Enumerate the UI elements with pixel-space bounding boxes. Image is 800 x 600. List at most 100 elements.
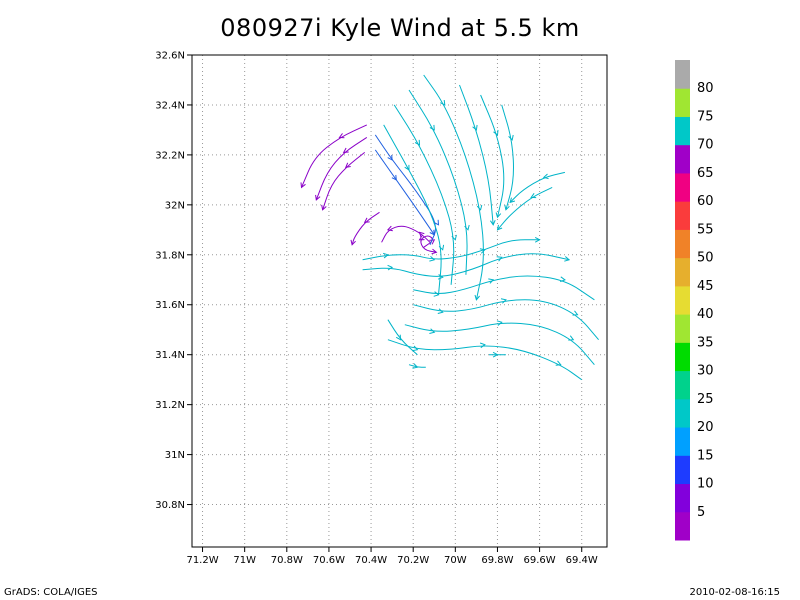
streamline	[315, 136, 368, 201]
streamline-arrow	[418, 235, 425, 241]
streamline-arrow	[508, 134, 514, 141]
colorbar-label: 35	[697, 335, 714, 350]
colorbar-swatch	[675, 257, 690, 287]
colorbar-label: 45	[697, 279, 714, 294]
streamline-arrow	[542, 173, 549, 180]
streamline-arrow	[492, 351, 499, 358]
streamline-arrow	[433, 219, 440, 226]
y-tick-label: 32N	[165, 200, 185, 211]
streamline	[404, 322, 595, 366]
streamline	[408, 364, 426, 368]
colorbar-label: 60	[697, 194, 714, 209]
streamline-arrow	[451, 234, 457, 241]
streamline-arrow	[321, 204, 327, 211]
streamline-arrow	[509, 197, 516, 204]
streamline	[459, 84, 494, 225]
streamline-arrow	[464, 224, 470, 231]
streamline	[423, 74, 484, 300]
streamline-arrow	[431, 248, 438, 255]
streamline-arrow	[412, 363, 419, 369]
streamline-arrow	[395, 334, 402, 341]
streamline-arrow	[382, 252, 389, 259]
streamline	[501, 104, 514, 210]
colorbar-swatch	[675, 342, 690, 372]
colorbar-label: 15	[697, 448, 714, 463]
streamline-arrow	[429, 229, 435, 236]
streamline	[387, 339, 582, 381]
chart-title: 080927i Kyle Wind at 5.5 km	[220, 14, 580, 42]
colorbar-swatch	[675, 285, 690, 315]
streamline	[374, 149, 435, 236]
footer-credit: GrADS: COLA/IGES	[4, 587, 98, 598]
x-tick-label: 70.8W	[271, 555, 303, 566]
streamline-arrow	[568, 335, 575, 341]
streamline-arrow	[387, 154, 393, 161]
streamline-arrow	[418, 231, 425, 238]
x-tick-label: 69.8W	[481, 555, 513, 566]
streamline	[351, 211, 380, 245]
streamline-arrow	[363, 217, 370, 223]
footer-timestamp: 2010-02-08-16:15	[689, 587, 780, 598]
streamline-arrow	[429, 256, 436, 262]
colorbar: 5 10 15 20 25 30 35 40 45 50 55 60 65 70 75 80	[675, 60, 714, 541]
streamline	[374, 134, 436, 245]
streamline	[480, 94, 505, 218]
x-tick-label: 70.2W	[397, 555, 429, 566]
streamline-arrow	[437, 308, 444, 314]
colorbar-swatch	[675, 370, 690, 400]
streamline-arrow	[534, 236, 541, 243]
streamline-arrow	[555, 360, 562, 366]
streamline-arrow	[440, 99, 446, 106]
streamline-arrow	[495, 212, 502, 219]
streamline	[420, 235, 437, 253]
streamline-arrow	[496, 320, 503, 326]
colorbar-swatch	[675, 229, 690, 259]
x-tick-label: 70.4W	[355, 555, 387, 566]
y-tick-label: 32.4N	[155, 100, 185, 111]
streamline-arrow	[342, 147, 349, 153]
x-tick-label: 69.6W	[524, 555, 556, 566]
colorbar-swatch	[675, 314, 690, 343]
y-tick-label: 31.2N	[155, 400, 185, 411]
streamline-arrow	[489, 220, 496, 226]
y-tick-label: 30.8N	[155, 500, 185, 511]
streamline-arrow	[300, 182, 306, 189]
colorbar-swatch	[675, 511, 690, 541]
streamline-arrow	[488, 278, 495, 284]
x-tick-label: 70.6W	[313, 555, 345, 566]
streamline-arrow	[391, 174, 397, 181]
streamline-arrow	[474, 294, 480, 301]
streamline-arrow	[338, 133, 345, 139]
y-tick-label: 31.4N	[155, 350, 185, 361]
colorbar-label: 75	[697, 109, 714, 124]
x-tick-label: 71W	[233, 555, 256, 566]
streamline-arrow	[530, 193, 537, 199]
colorbar-swatch	[675, 88, 690, 117]
streamline-arrow	[387, 264, 394, 271]
streamline-arrow	[344, 162, 351, 169]
y-tick-label: 31N	[165, 450, 185, 461]
streamline	[301, 124, 368, 188]
colorbar-swatch	[675, 116, 690, 146]
streamline-arrow	[564, 256, 571, 262]
x-tick-label: 71.2W	[186, 555, 218, 566]
x-tick-label: 70W	[444, 555, 467, 566]
streamline	[413, 299, 599, 341]
plot-frame	[191, 54, 608, 548]
streamline	[362, 253, 570, 277]
streamline-arrow	[429, 239, 436, 245]
streamline	[413, 275, 595, 301]
colorbar-swatch	[675, 427, 690, 456]
streamline-arrow	[504, 204, 510, 211]
streamline	[393, 104, 455, 285]
colorbar-label: 65	[697, 166, 714, 181]
colorbar-label: 5	[697, 505, 705, 520]
streamline-arrow	[404, 164, 410, 171]
colorbar-label: 40	[697, 307, 714, 322]
streamline-arrow	[472, 124, 478, 131]
colorbar-label: 20	[697, 420, 714, 435]
grid-lines	[192, 54, 607, 547]
colorbar-swatch	[675, 455, 690, 485]
streamline-arrow	[350, 239, 356, 246]
